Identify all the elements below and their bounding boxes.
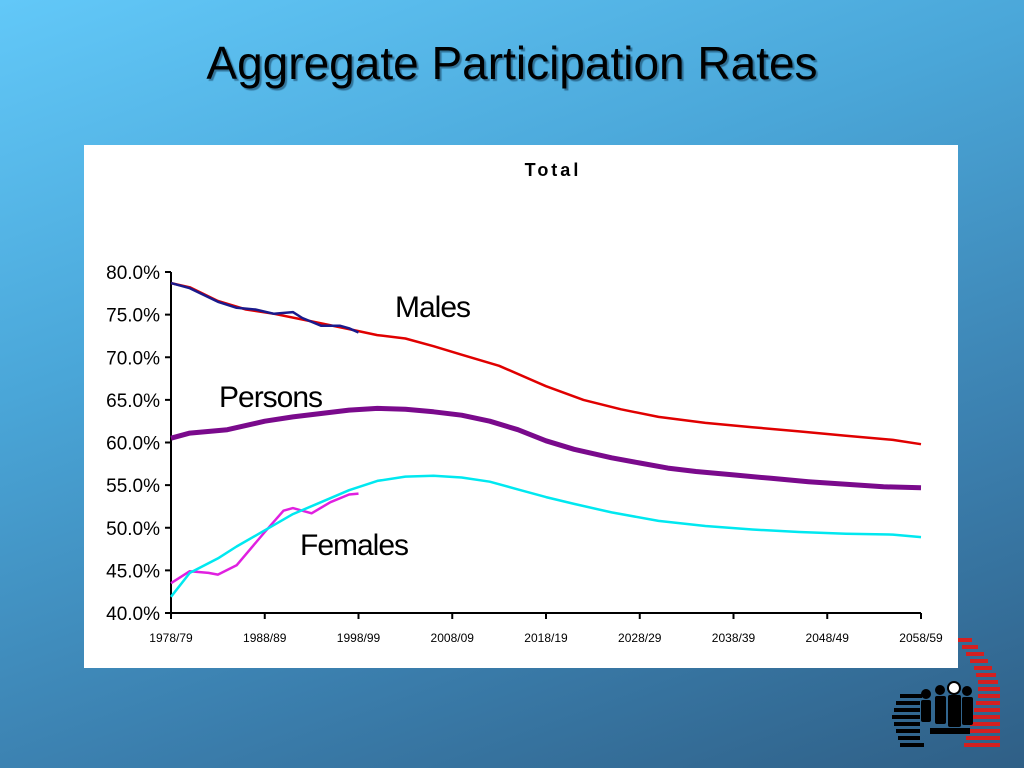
x-tick-label: 1998/99: [337, 631, 381, 645]
x-tick-label: 2058/59: [899, 631, 943, 645]
series-line-females-historical: [170, 492, 359, 585]
y-tick-label: 40.0%: [106, 604, 160, 625]
x-tick-label: 2008/09: [431, 631, 475, 645]
x-tick-label: 2028/29: [618, 631, 662, 645]
series-layer: [170, 281, 922, 598]
annotation-males: Males: [395, 291, 470, 324]
x-tick-label: 2018/19: [524, 631, 568, 645]
series-line-females: [170, 474, 922, 598]
y-tick-label: 60.0%: [106, 434, 160, 455]
y-tick-label: 45.0%: [106, 561, 160, 582]
chart-title: Total: [525, 160, 582, 180]
x-tick-label: 2038/39: [712, 631, 756, 645]
participation-rate-chart: Total 40.0% 45.0% 50.0% 55.0% 60.0% 65.0% 70.0…: [106, 160, 943, 645]
chart-panel: Total 40.0% 45.0% 50.0% 55.0% 60.0% 65.0% 70.0…: [84, 145, 958, 668]
y-tick-label: 70.0%: [106, 348, 160, 369]
y-tick-label: 50.0%: [106, 519, 160, 540]
y-tick-label: 55.0%: [106, 476, 160, 497]
y-tick-label: 80.0%: [106, 263, 160, 284]
slide-title: Aggregate Participation Rates: [206, 37, 818, 89]
series-line-males-historical: [170, 281, 360, 334]
annotation-persons: Persons: [219, 381, 322, 414]
y-tick-label: 75.0%: [106, 306, 160, 327]
series-line-persons: [170, 405, 922, 491]
y-tick-label: 65.0%: [106, 391, 160, 412]
annotation-females: Females: [300, 529, 408, 562]
x-tick-label: 1988/89: [243, 631, 287, 645]
workforce-logo-icon: [892, 638, 1000, 747]
x-tick-label: 2048/49: [806, 631, 850, 645]
x-tick-label: 1978/79: [149, 631, 193, 645]
axes: 40.0% 45.0% 50.0% 55.0% 60.0% 65.0% 70.0% 75.0%…: [106, 263, 943, 645]
